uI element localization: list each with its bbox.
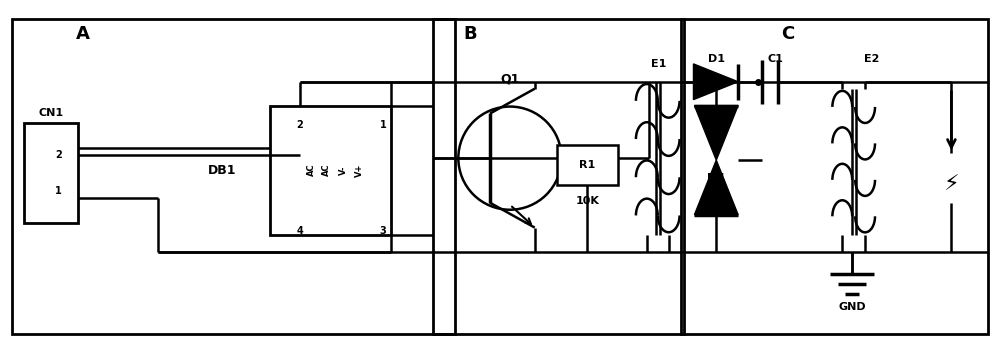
Text: M1: M1 xyxy=(707,173,726,183)
Text: ⚡: ⚡ xyxy=(944,175,959,195)
Text: E1: E1 xyxy=(651,59,666,69)
Text: 3: 3 xyxy=(380,226,386,235)
Bar xyxy=(24,124,78,223)
Text: A: A xyxy=(76,25,90,43)
Text: C: C xyxy=(781,25,794,43)
Text: 2: 2 xyxy=(296,120,303,130)
Text: 4: 4 xyxy=(296,226,303,235)
Polygon shape xyxy=(694,106,738,160)
Text: CN1: CN1 xyxy=(38,108,63,119)
Bar xyxy=(681,19,988,334)
Bar xyxy=(433,19,684,334)
Bar xyxy=(270,106,391,234)
Text: V+: V+ xyxy=(355,163,364,177)
Text: 1: 1 xyxy=(55,186,62,196)
Text: D1: D1 xyxy=(708,54,725,64)
Polygon shape xyxy=(694,160,738,215)
Text: AC: AC xyxy=(307,164,316,176)
Text: E2: E2 xyxy=(864,54,880,64)
Text: C1: C1 xyxy=(768,54,784,64)
Polygon shape xyxy=(693,64,738,100)
Text: DB1: DB1 xyxy=(208,163,236,176)
Text: AC: AC xyxy=(322,164,331,176)
Text: Q1: Q1 xyxy=(500,72,520,85)
Text: GND: GND xyxy=(838,302,866,312)
Text: R1: R1 xyxy=(579,160,595,170)
Text: 10K: 10K xyxy=(575,196,599,206)
Text: V-: V- xyxy=(339,165,348,175)
Text: 2: 2 xyxy=(55,150,62,160)
Text: 1: 1 xyxy=(380,120,386,130)
Bar xyxy=(557,145,618,185)
Text: B: B xyxy=(463,25,477,43)
Bar xyxy=(12,19,455,334)
